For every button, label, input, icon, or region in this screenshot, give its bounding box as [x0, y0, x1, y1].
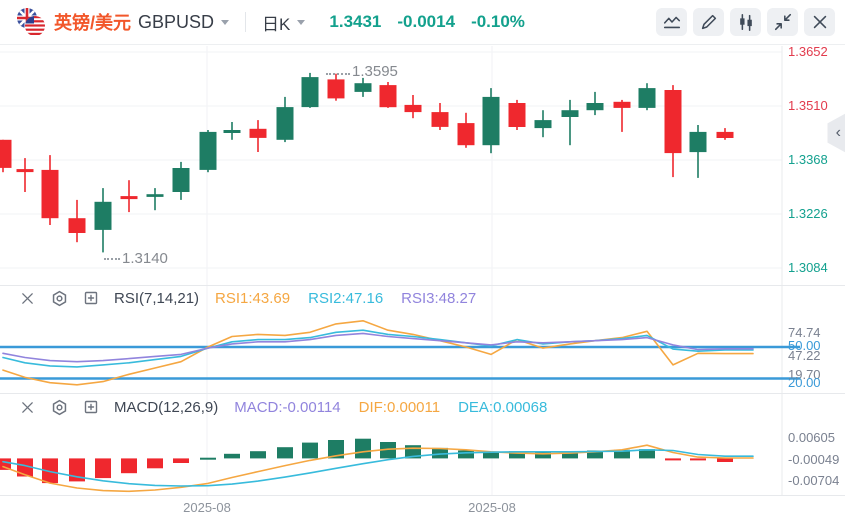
header-divider: [245, 12, 247, 32]
y-axis-tick: 19.70: [788, 367, 821, 382]
x-axis-label: 2025-08: [183, 500, 231, 515]
rsi2-value: RSI2:47.16: [308, 289, 384, 307]
y-axis-tick: 74.74: [788, 325, 821, 340]
y-axis-tick: 1.3652: [788, 44, 828, 59]
gridlines: [0, 46, 783, 495]
high-annotation-label: 1.3595: [352, 63, 398, 80]
low-annotation-label: 1.3140: [122, 250, 168, 267]
candlesticks: [0, 72, 734, 253]
chart-header: 英镑/美元 GBPUSD 日K 1.3431 -0.0014 -0.10%: [0, 0, 845, 45]
period-selector[interactable]: 日K: [262, 14, 291, 34]
rsi-settings-icon[interactable]: [50, 289, 68, 307]
dif-value: DIF:0.00011: [358, 398, 441, 416]
panel-dividers: [0, 285, 845, 496]
y-axis-tick: 1.3368: [788, 152, 828, 167]
draw-button[interactable]: [693, 8, 724, 36]
y-axis-tick: -0.00704: [788, 473, 840, 488]
rsi-level-lines: [0, 345, 800, 380]
chart-toolbar: [650, 8, 835, 36]
chevron-left-icon: ‹: [835, 124, 841, 141]
close-icon: [813, 15, 826, 29]
y-axis-tick: 50.00: [788, 338, 821, 353]
rsi-line-RSI3: [2, 332, 754, 363]
low-annotation-line: [104, 258, 120, 260]
symbol-name-cn: 英镑/美元: [54, 13, 132, 33]
dea-value: DEA:0.00068: [458, 398, 548, 416]
macd-header: MACD(12,26,9) MACD:-0.00114 DIF:0.00011 …: [0, 396, 565, 418]
collapse-icon: [774, 13, 791, 31]
y-axis-tick: 47.22: [788, 348, 821, 363]
symbol-code[interactable]: GBPUSD: [138, 11, 215, 32]
rsi3-value: RSI3:48.27: [401, 289, 477, 307]
y-axis-tick: 0.00605: [788, 430, 835, 445]
gbpusd-flag-icon: [16, 7, 46, 37]
x-axis-label: 2025-08: [468, 500, 516, 515]
macd-value: MACD:-0.00114: [234, 398, 341, 416]
rsi1-value: RSI1:43.69: [215, 289, 291, 307]
last-price: 1.3431: [329, 12, 382, 31]
macd-line-dif: [2, 444, 754, 493]
rsi-line-RSI1: [2, 319, 754, 386]
area-chart-button[interactable]: [656, 8, 687, 36]
rsi-close-icon[interactable]: [18, 289, 36, 307]
rsi-add-icon[interactable]: [82, 289, 100, 307]
macd-settings-icon[interactable]: [50, 398, 68, 416]
candlestick-style-button[interactable]: [730, 8, 761, 36]
macd-histogram: [0, 438, 733, 484]
candlestick-icon: [739, 13, 752, 31]
y-axis-tick: 1.3226: [788, 206, 828, 221]
draw-icon: [701, 14, 716, 30]
period-dropdown-caret-icon[interactable]: [297, 19, 306, 25]
price-change: -0.0014: [397, 12, 456, 31]
symbol-dropdown-caret-icon[interactable]: [221, 19, 230, 25]
close-chart-button[interactable]: [804, 8, 835, 36]
y-axis-tick: 20.00: [788, 375, 821, 390]
high-annotation-line: [326, 73, 350, 75]
area-chart-icon: [663, 16, 680, 29]
panel-collapse-handle[interactable]: ‹: [827, 113, 845, 153]
y-axis-tick: 1.3510: [788, 98, 828, 113]
macd-title: MACD(12,26,9): [114, 398, 219, 416]
macd-line-dea: [2, 448, 754, 487]
rsi-line-RSI2: [2, 329, 754, 368]
y-axis-tick: -0.00049: [788, 452, 840, 467]
rsi-header: RSI(7,14,21) RSI1:43.69 RSI2:47.16 RSI3:…: [0, 287, 494, 309]
macd-lines: [2, 444, 754, 493]
collapse-button[interactable]: [767, 8, 798, 36]
y-axis-tick: 1.3084: [788, 260, 828, 275]
macd-close-icon[interactable]: [18, 398, 36, 416]
rsi-title: RSI(7,14,21): [114, 289, 200, 307]
macd-add-icon[interactable]: [82, 398, 100, 416]
price-change-percent: -0.10%: [471, 12, 525, 31]
rsi-lines: [2, 319, 754, 386]
